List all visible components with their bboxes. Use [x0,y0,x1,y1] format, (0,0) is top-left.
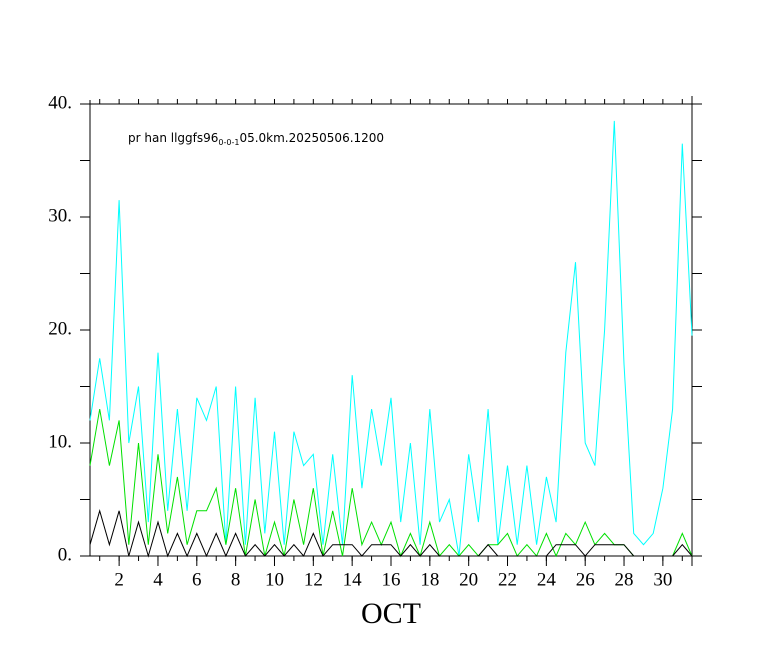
series-line [89,409,693,558]
x-tick-label: 28 [615,569,634,590]
annotation: pr han llggfs960-0-105.0km.20250506.1200 [128,131,384,147]
y-tick-label: 0. [58,544,72,565]
x-tick-label: 16 [382,569,401,590]
x-axis-label: OCT [361,597,421,630]
x-tick-label: 14 [343,569,363,590]
x-tick-label: 10 [265,569,284,590]
x-tick-label: 18 [420,569,439,590]
x-tick-label: 6 [192,569,202,590]
y-tick-label: 30. [48,205,72,226]
x-tick-label: 2 [114,569,124,590]
y-tick-label: 10. [48,431,72,452]
x-tick-label: 4 [153,569,163,590]
x-tick-label: 12 [304,569,323,590]
x-tick-label: 26 [576,569,595,590]
series-line [89,508,693,558]
x-tick-label: 24 [537,569,557,590]
plot-frame [89,103,693,557]
x-tick-label: 30 [653,569,672,590]
y-tick-label: 20. [48,318,72,339]
y-tick-label: 40. [48,92,72,113]
x-tick-label: 22 [498,569,517,590]
x-tick-label: 8 [231,569,241,590]
series-line [89,120,693,557]
x-tick-label: 20 [459,569,478,590]
